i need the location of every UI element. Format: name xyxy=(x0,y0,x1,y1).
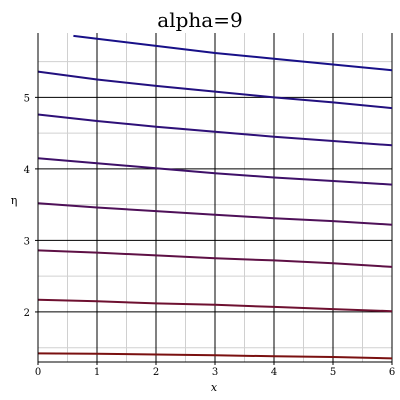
series-line-1 xyxy=(37,352,393,360)
y-tick-label: 3 xyxy=(24,236,30,247)
series-line-8 xyxy=(73,34,393,72)
series-line-5 xyxy=(37,157,393,186)
y-tick-label: 2 xyxy=(24,308,30,319)
series-line-2 xyxy=(37,298,393,313)
chart-title: alpha=9 xyxy=(157,8,242,32)
series-line-6 xyxy=(37,113,393,147)
x-tick-label: 2 xyxy=(153,367,159,378)
series-line-4 xyxy=(37,202,393,226)
series-line-7 xyxy=(37,70,393,110)
x-tick-label: 5 xyxy=(330,367,336,378)
series-group xyxy=(37,34,393,360)
y-tick-label: 5 xyxy=(24,93,30,104)
y-tick-label: 4 xyxy=(24,165,30,176)
y-axis-label: η xyxy=(11,194,18,207)
x-tick-label: 1 xyxy=(94,367,100,378)
series-line-3 xyxy=(37,249,393,268)
axes: 0 1 2 3 4 5 6 2 3 4 5 xyxy=(24,33,395,378)
x-tick-label: 3 xyxy=(212,367,218,378)
x-tick-label: 6 xyxy=(389,367,395,378)
x-tick-label: 0 xyxy=(35,367,41,378)
x-axis-label: x xyxy=(211,381,218,394)
x-tick-label: 4 xyxy=(271,367,277,378)
grid xyxy=(38,33,393,362)
